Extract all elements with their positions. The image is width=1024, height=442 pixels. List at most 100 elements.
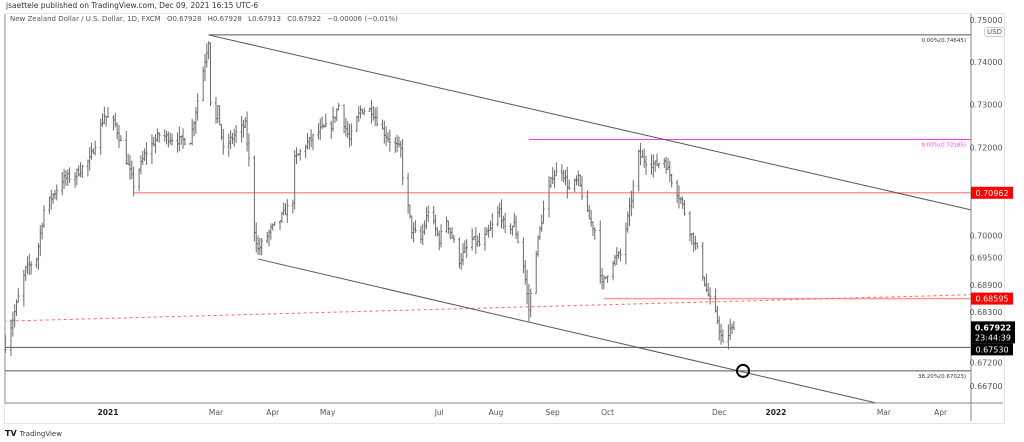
- ohlc-bar: [81, 164, 84, 179]
- y-tick-label: 0.68900: [969, 281, 1002, 290]
- ohlc-bar: [139, 155, 143, 175]
- ohlc-bar: [615, 247, 618, 265]
- ohlc-bar: [567, 179, 571, 191]
- ohlc-bar: [500, 199, 503, 229]
- ohlc-bar: [319, 118, 322, 140]
- ohlc-bar: [668, 161, 672, 183]
- ohlc-bar: [342, 104, 346, 134]
- symbol-legend: New Zealand Dollar / U.S. Dollar, 1D, FX…: [10, 15, 402, 23]
- ohlc-bar: [244, 117, 247, 129]
- x-tick-label: Apr: [934, 408, 948, 417]
- last-price-label: 0.67922: [975, 323, 1011, 332]
- price-tag: [971, 186, 1013, 199]
- ohlc-bar: [399, 140, 402, 158]
- y-tick-label: 0.69500: [969, 254, 1002, 263]
- ohlc-bar: [355, 115, 359, 132]
- ohlc-bar: [137, 167, 141, 192]
- ohlc-bar: [233, 128, 236, 147]
- last-price-tag: [971, 321, 1015, 344]
- ohlc-bar: [414, 220, 417, 233]
- ohlc-bar: [126, 153, 130, 166]
- target-circle: [736, 363, 751, 378]
- ohlc-bar: [675, 179, 679, 204]
- ohlc-bar: [553, 170, 556, 189]
- ohlc-bar: [637, 149, 640, 192]
- ohlc-bar: [730, 323, 734, 335]
- ohlc-bar: [381, 119, 384, 130]
- ohlc-bar: [201, 66, 205, 102]
- ohlc-bar: [308, 137, 311, 150]
- tradingview-logo[interactable]: TV TradingView: [5, 429, 62, 438]
- ohlc-bar: [447, 220, 450, 234]
- ohlc-bar: [282, 202, 285, 216]
- ohlc-bar: [62, 168, 66, 189]
- plot-area: [5, 34, 971, 403]
- ohlc-bar: [291, 199, 295, 214]
- ohlc-bar: [370, 99, 373, 124]
- ohlc-bar: [542, 200, 545, 224]
- ohlc-bar: [450, 227, 454, 239]
- bar-countdown: 23:44:39: [975, 333, 1011, 342]
- x-tick-label: Sep: [546, 408, 560, 417]
- ohlc-bar: [436, 227, 439, 237]
- fib-label: 0.00%(0.72185): [921, 142, 966, 148]
- ohlc-bar: [529, 288, 532, 318]
- ohlc-bar: [154, 133, 157, 154]
- ohlc-bar: [483, 226, 487, 251]
- ohlc-bar: [55, 184, 58, 201]
- ohlc-bar: [496, 206, 499, 227]
- ohlc-bar: [657, 162, 661, 169]
- ohlc-bar: [600, 268, 604, 290]
- ohlc-bar: [525, 269, 529, 305]
- ohlc-bar: [683, 199, 686, 216]
- symbol-name[interactable]: New Zealand Dollar / U.S. Dollar, 1D, FX…: [10, 15, 161, 23]
- ohlc-bar: [588, 204, 591, 220]
- ohlc-bar: [150, 134, 154, 164]
- ohlc-bar: [509, 223, 512, 235]
- ohlc-bar: [125, 130, 128, 165]
- dashed-trendline: [5, 294, 971, 322]
- ohlc-bar: [24, 265, 27, 281]
- ohlc-bar: [40, 222, 44, 240]
- ohlc-bar: [719, 323, 723, 345]
- ohlc-bar: [245, 111, 249, 152]
- ohlc-bar: [73, 172, 77, 188]
- ohlc-bar: [721, 329, 725, 343]
- ohlc-bar: [439, 224, 443, 248]
- ohlc-bar: [205, 43, 209, 68]
- ohlc-bar: [593, 227, 596, 240]
- ohlc-bar: [729, 318, 732, 341]
- ohlc-bar: [255, 222, 258, 253]
- ohlc-bar: [28, 253, 31, 276]
- ohlc-bar: [194, 107, 198, 134]
- ohlc-bar: [670, 173, 673, 188]
- ohlc-bar: [286, 199, 289, 223]
- ohlc-bar: [599, 220, 602, 284]
- ohlc-bar: [183, 137, 187, 145]
- ohlc-bar: [617, 250, 620, 259]
- ohlc-bar: [628, 197, 631, 227]
- price-tag: [971, 292, 1013, 305]
- x-tick-label: Mar: [877, 408, 892, 417]
- ohlc-bar: [53, 189, 57, 200]
- ohlc-bar: [112, 115, 115, 131]
- ohlc-bar: [13, 303, 16, 328]
- ohlc-bar: [465, 239, 468, 259]
- ohlc-low: L0.67913: [248, 15, 281, 23]
- x-tick-label: Aug: [489, 408, 504, 417]
- ohlc-bar: [298, 149, 302, 161]
- ohlc-bar: [93, 140, 97, 156]
- currency-badge[interactable]: USD: [984, 27, 1005, 37]
- ohlc-bar: [88, 147, 91, 171]
- ohlc-bar: [163, 129, 166, 142]
- ohlc-bar: [580, 176, 584, 201]
- ohlc-bar: [522, 237, 525, 274]
- ohlc-bar: [449, 227, 452, 240]
- ohlc-bar: [487, 224, 490, 238]
- ohlc-bar: [320, 116, 324, 130]
- ohlc-bar: [423, 220, 426, 235]
- ohlc-bar: [278, 220, 282, 230]
- ohlc-bar: [180, 135, 183, 145]
- tradingview-logo-text: TradingView: [19, 429, 62, 438]
